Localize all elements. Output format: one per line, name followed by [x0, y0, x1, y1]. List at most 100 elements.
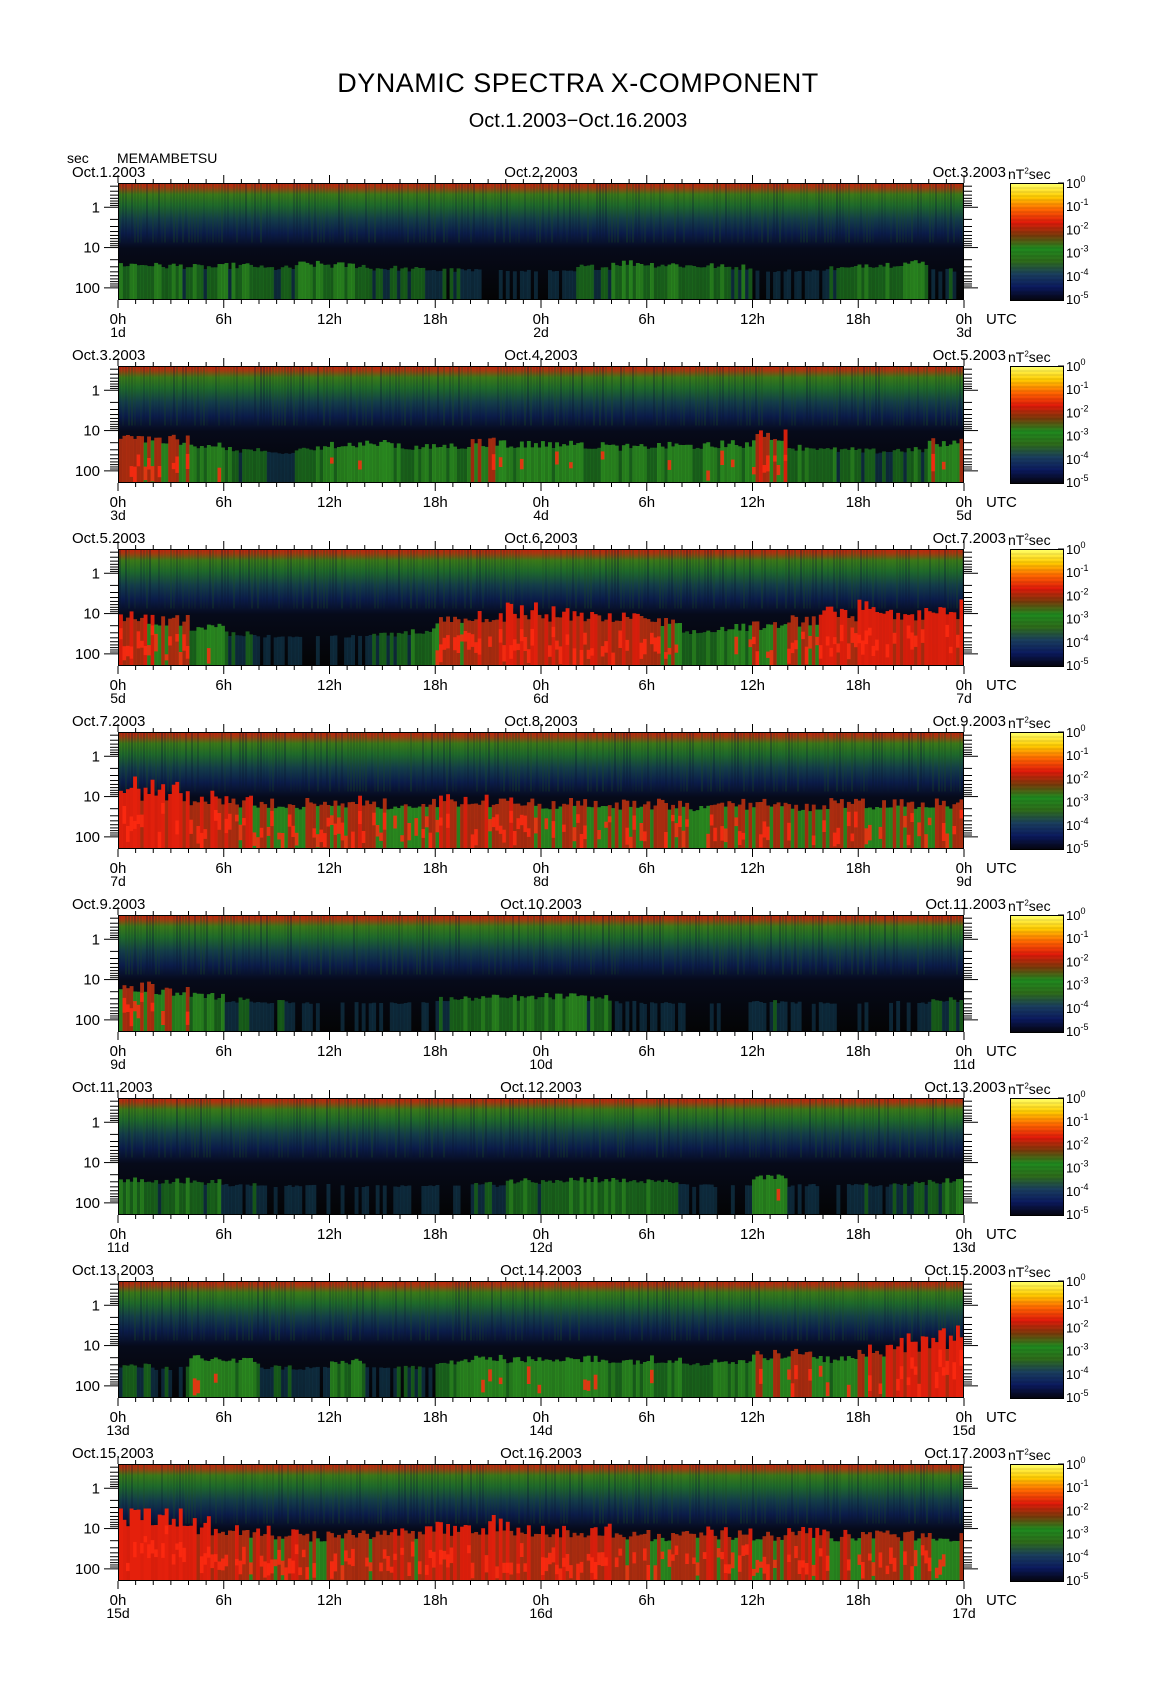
- activity-mark: [185, 987, 190, 1031]
- texture-streak: [785, 550, 787, 609]
- texture-streak: [920, 184, 922, 243]
- texture-streak: [239, 367, 241, 426]
- activity-peak-mark: [206, 648, 211, 664]
- activity-mark: [534, 602, 538, 665]
- texture-streak: [398, 1282, 400, 1341]
- activity-mark: [956, 1002, 960, 1031]
- activity-mark: [435, 1185, 440, 1214]
- activity-mark: [344, 637, 348, 665]
- activity-mark: [896, 1001, 901, 1031]
- activity-peak-mark: [519, 629, 524, 642]
- activity-mark: [818, 809, 823, 848]
- texture-streak: [287, 184, 289, 243]
- texture-streak: [491, 1099, 493, 1158]
- texture-streak: [896, 550, 898, 609]
- texture-streak: [584, 1282, 586, 1341]
- texture-streak: [125, 1282, 127, 1341]
- texture-streak: [575, 367, 577, 426]
- texture-streak: [293, 184, 295, 243]
- texture-streak: [338, 733, 340, 792]
- texture-streak: [215, 184, 217, 243]
- colorbar-tick-label: 10-5: [1066, 290, 1088, 307]
- texture-streak: [734, 916, 736, 975]
- texture-streak: [362, 1099, 364, 1158]
- activity-mark: [797, 1184, 802, 1214]
- activity-mark: [315, 806, 320, 848]
- activity-mark: [221, 1360, 225, 1397]
- day-label: 10d: [529, 1056, 552, 1072]
- texture-streak: [206, 1282, 208, 1341]
- texture-streak: [164, 1099, 166, 1158]
- texture-streak: [392, 184, 394, 243]
- activity-mark: [530, 798, 535, 848]
- colorbar-tick-label: 10-3: [1066, 427, 1088, 444]
- texture-streak: [584, 367, 586, 426]
- texture-streak: [389, 916, 391, 975]
- activity-mark: [326, 446, 331, 482]
- texture-streak: [422, 184, 424, 243]
- activity-peak-mark: [723, 828, 728, 843]
- texture-streak: [635, 1282, 637, 1341]
- activity-peak-mark: [597, 830, 602, 840]
- texture-streak: [767, 367, 769, 426]
- texture-streak: [167, 367, 169, 426]
- activity-mark: [221, 264, 225, 299]
- activity-mark: [783, 1178, 788, 1214]
- texture-streak: [350, 550, 352, 609]
- activity-mark: [885, 807, 890, 848]
- x-tick-label: 0h: [533, 860, 550, 877]
- texture-streak: [509, 367, 511, 426]
- activity-mark: [579, 1177, 584, 1214]
- activity-mark: [769, 1002, 774, 1031]
- activity-mark: [829, 798, 834, 848]
- activity-mark: [242, 636, 246, 665]
- texture-streak: [281, 733, 283, 792]
- texture-streak: [290, 733, 292, 792]
- texture-streak: [542, 1282, 544, 1341]
- activity-peak-mark: [224, 818, 229, 834]
- texture-streak: [866, 733, 868, 792]
- texture-streak: [407, 916, 409, 975]
- texture-streak: [725, 1282, 727, 1341]
- texture-streak: [416, 1099, 418, 1158]
- texture-streak: [548, 550, 550, 609]
- texture-streak: [527, 733, 529, 792]
- day-label: 12d: [529, 1239, 552, 1255]
- activity-mark: [516, 447, 521, 482]
- activity-mark: [614, 802, 619, 848]
- activity-mark: [875, 453, 879, 482]
- activity-peak-mark: [713, 827, 718, 842]
- activity-mark: [333, 635, 338, 665]
- texture-streak: [845, 916, 847, 975]
- activity-mark: [213, 796, 218, 848]
- texture-streak: [167, 184, 169, 243]
- texture-streak: [881, 367, 883, 426]
- texture-streak: [812, 550, 814, 609]
- texture-streak: [890, 550, 892, 609]
- activity-mark: [625, 800, 630, 848]
- day-label: 11d: [107, 1239, 129, 1255]
- activity-mark: [938, 805, 943, 848]
- activity-peak-mark: [196, 826, 201, 844]
- texture-streak: [917, 1282, 919, 1341]
- texture-streak: [320, 184, 322, 243]
- activity-peak-mark: [586, 649, 591, 659]
- texture-streak: [833, 184, 835, 243]
- texture-streak: [671, 733, 673, 792]
- texture-streak: [194, 916, 196, 975]
- power-unit-label: nT2sec: [1008, 715, 1051, 731]
- activity-mark: [315, 636, 320, 665]
- texture-streak: [311, 733, 313, 792]
- activity-mark: [393, 265, 398, 299]
- texture-streak: [893, 550, 895, 609]
- activity-mark: [333, 448, 338, 482]
- texture-streak: [191, 733, 193, 792]
- activity-mark: [569, 270, 573, 299]
- activity-peak-mark: [428, 832, 433, 848]
- texture-streak: [416, 916, 418, 975]
- texture-streak: [146, 550, 148, 609]
- activity-mark: [875, 267, 879, 299]
- texture-streak: [956, 184, 958, 243]
- activity-mark: [938, 1183, 943, 1214]
- activity-mark: [713, 268, 718, 299]
